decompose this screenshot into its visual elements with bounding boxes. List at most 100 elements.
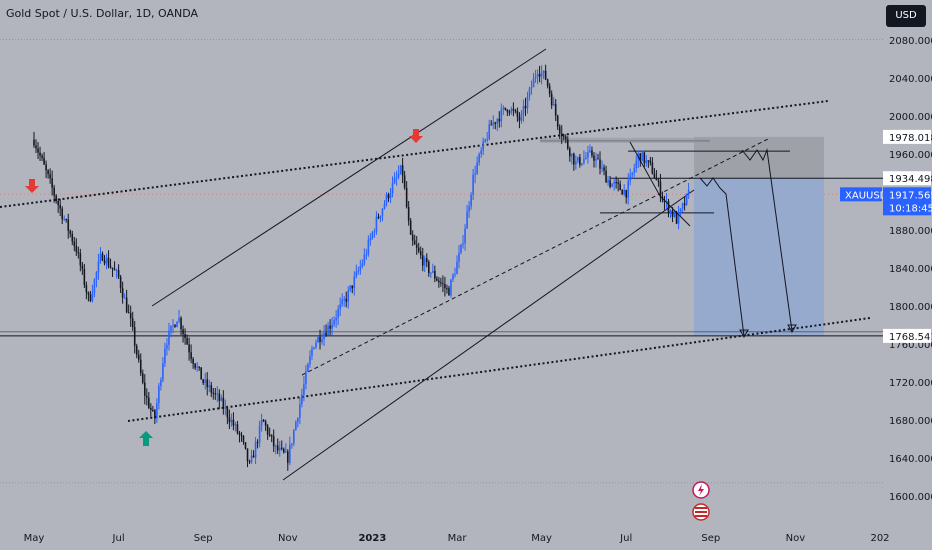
candle-down xyxy=(546,79,549,86)
x-tick-label: 2023 xyxy=(358,533,386,544)
candle-up xyxy=(397,173,400,178)
candle-up xyxy=(391,183,394,194)
candle-down xyxy=(252,455,255,458)
candle-up xyxy=(293,430,295,444)
candle-down xyxy=(202,379,204,383)
candle-up xyxy=(633,168,636,173)
candle-up xyxy=(168,330,170,345)
candle-up xyxy=(462,243,464,245)
candle-down xyxy=(625,189,627,198)
candle-down xyxy=(59,205,61,209)
candle-down xyxy=(319,336,321,342)
candle-up xyxy=(297,417,299,423)
candle-up xyxy=(571,153,573,157)
candle-down xyxy=(428,261,430,274)
y-tick-label: 1640.000 xyxy=(889,454,932,465)
candle-up xyxy=(510,108,513,113)
price-axis[interactable]: 1600.000 1640.000 1680.000 1720.000 1800.000… xyxy=(840,36,932,503)
candle-down xyxy=(591,150,593,156)
price-label: 1978.018 xyxy=(889,133,932,144)
candle-up xyxy=(450,279,452,296)
candle-down xyxy=(135,345,138,355)
candle-up xyxy=(611,183,613,187)
candle-down xyxy=(212,392,215,394)
candle-down xyxy=(413,240,416,245)
candle-down xyxy=(146,395,148,398)
candle-down xyxy=(675,212,678,224)
candle-up xyxy=(492,122,495,126)
grid xyxy=(0,39,883,484)
candle-up xyxy=(327,325,329,336)
candle-down xyxy=(325,332,327,336)
candle-up xyxy=(99,253,102,262)
x-tick-label: 202 xyxy=(870,533,889,544)
candle-up xyxy=(645,160,648,164)
candle-down xyxy=(107,257,110,267)
candle-up xyxy=(583,158,585,164)
candle-up xyxy=(158,385,160,404)
candle-down xyxy=(226,407,229,418)
event-icons xyxy=(692,481,710,521)
candle-down xyxy=(403,175,406,188)
candle-up xyxy=(307,364,309,372)
candle-up xyxy=(486,139,489,141)
candle-down xyxy=(103,260,106,264)
time-axis[interactable]: May Jul Sep Nov 2023 Mar May Jul Sep Nov 202 xyxy=(24,533,890,544)
candle-up xyxy=(522,106,525,114)
y-tick-label: 1680.000 xyxy=(889,416,932,427)
currency-button[interactable]: USD xyxy=(886,5,926,27)
x-tick-label: Nov xyxy=(278,533,298,544)
projection-path-1 xyxy=(699,177,745,337)
candle-up xyxy=(385,194,388,204)
candle-down xyxy=(210,385,213,393)
candle-up xyxy=(432,270,434,273)
candle-up xyxy=(520,113,523,121)
candle-down xyxy=(554,103,557,116)
candle-down xyxy=(647,160,650,162)
candle-down xyxy=(206,379,209,388)
buy-signal-arrow xyxy=(139,431,153,446)
candle-down xyxy=(139,359,142,374)
candle-up xyxy=(679,208,682,213)
candle-down xyxy=(438,280,440,283)
candle-up xyxy=(234,424,237,426)
y-tick-label: 2040.000 xyxy=(889,74,932,85)
candle-down xyxy=(538,74,541,77)
candle-down xyxy=(33,139,35,146)
candle-up xyxy=(470,194,472,207)
x-tick-label: Sep xyxy=(194,533,213,544)
channel-upper-line xyxy=(151,48,547,307)
candle-down xyxy=(43,157,45,165)
projections xyxy=(629,141,797,339)
candle-down xyxy=(508,111,511,113)
candle-up xyxy=(63,219,66,221)
candle-up xyxy=(472,174,474,195)
candle-up xyxy=(500,109,503,122)
candle-down xyxy=(186,338,188,345)
candle-down xyxy=(619,183,621,191)
candle-down xyxy=(154,410,156,419)
x-tick-label: Jul xyxy=(619,533,632,544)
candle-up xyxy=(317,336,319,343)
candle-down xyxy=(436,278,438,281)
candle-up xyxy=(260,419,263,426)
channel-mid-dashed-line xyxy=(301,138,769,376)
candle-down xyxy=(47,170,49,175)
candle-up xyxy=(176,321,178,328)
candle-up xyxy=(373,231,376,233)
candle-up xyxy=(552,103,555,106)
candle-down xyxy=(351,285,354,289)
trendlines xyxy=(0,48,871,481)
candle-down xyxy=(240,434,243,437)
candle-up xyxy=(164,348,166,364)
candle-up xyxy=(393,178,396,184)
candle-up xyxy=(607,180,609,183)
candle-up xyxy=(230,419,233,423)
candle-up xyxy=(305,371,307,385)
candle-up xyxy=(665,201,668,203)
candle-up xyxy=(399,165,402,174)
x-tick-label: Jul xyxy=(112,533,125,544)
candle-down xyxy=(242,436,245,443)
